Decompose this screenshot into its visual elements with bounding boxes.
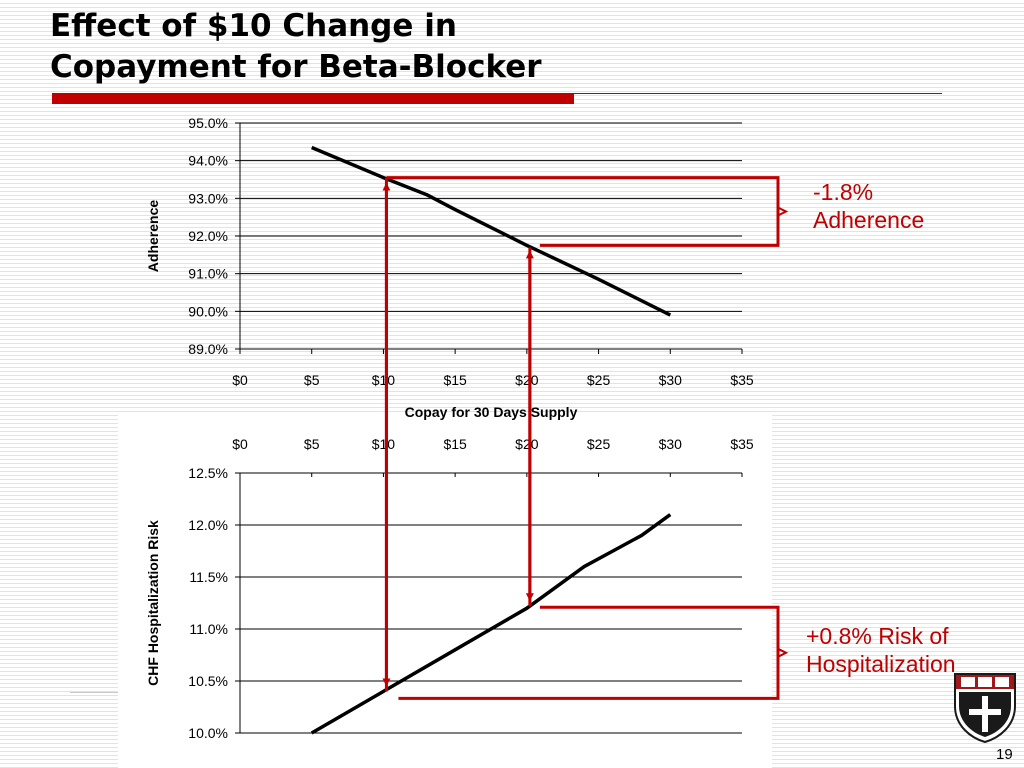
- adherence-y-tick-label: 90.0%: [188, 303, 228, 319]
- slide-title: Effect of $10 Change in Copayment for Be…: [50, 6, 542, 88]
- adherence-y-tick-label: 91.0%: [188, 266, 228, 282]
- slide-title-line-2: Copayment for Beta-Blocker: [50, 49, 542, 85]
- harvard-shield-icon: [954, 673, 1016, 744]
- risk-y-tick-label: 11.5%: [189, 569, 228, 585]
- adherence-x-tick-label: $5: [304, 372, 320, 388]
- adherence-x-tick-label: $20: [515, 372, 539, 388]
- adherence-x-tick-label: $35: [730, 372, 754, 388]
- adherence-y-tick-label: 94.0%: [188, 153, 228, 169]
- adherence-y-tick-label: 93.0%: [188, 190, 228, 206]
- adherence-change-value: -1.8%: [813, 179, 874, 205]
- risk-series-line: [310, 513, 672, 735]
- slide-number: 19: [996, 746, 1013, 763]
- adherence-change-annotation: -1.8% Adherence: [813, 178, 924, 234]
- risk-change-bracket: [398, 605, 780, 700]
- risk-y-tick-label: 10.0%: [188, 725, 228, 741]
- adherence-bracket-tip: [777, 206, 789, 217]
- risk-y-tick-label: 11.0%: [189, 621, 228, 637]
- risk-x-tick-label: $20: [515, 436, 539, 452]
- risk-x-tick-label: $0: [232, 436, 248, 452]
- title-underline-bar: [52, 93, 574, 104]
- risk-x-tick-label: $10: [372, 436, 396, 452]
- risk-x-tick-label: $5: [304, 436, 320, 452]
- risk-bracket-tip: [777, 647, 789, 658]
- risk-x-tick-label: $25: [587, 436, 611, 452]
- adherence-change-label: Adherence: [813, 207, 925, 233]
- adherence-x-tick-label: $25: [587, 372, 611, 388]
- risk-x-tick-label: $15: [443, 436, 467, 452]
- adherence-series-line: [311, 145, 672, 317]
- risk-change-label: Hospitalization: [806, 651, 956, 677]
- risk-change-annotation: +0.8% Risk of Hospitalization: [806, 622, 956, 678]
- risk-x-tick-label: $35: [730, 436, 754, 452]
- chart-background-panel: [118, 413, 772, 768]
- adherence-x-tick-label: $10: [372, 372, 396, 388]
- adherence-x-tick-label: $30: [659, 372, 683, 388]
- adherence-y-tick-label: 92.0%: [188, 228, 228, 244]
- adherence-y-tick-label: 95.0%: [188, 115, 228, 131]
- adherence-x-axis-title: Copay for 30 Days Supply: [405, 404, 578, 420]
- risk-y-tick-label: 12.5%: [188, 465, 228, 481]
- risk-y-tick-label: 12.0%: [188, 517, 228, 533]
- title-rule-line: [574, 93, 942, 94]
- adherence-x-tick-label: $15: [443, 372, 467, 388]
- risk-x-tick-label: $30: [659, 436, 683, 452]
- slide-title-line-1: Effect of $10 Change in: [50, 8, 457, 44]
- risk-y-axis-title: CHF Hospitalization Risk: [145, 520, 161, 686]
- adherence-y-axis-title: Adherence: [145, 200, 161, 273]
- adherence-y-tick-label: 89.0%: [188, 341, 228, 357]
- risk-change-value: +0.8% Risk of: [806, 623, 949, 649]
- decorative-rule: [70, 692, 118, 693]
- adherence-x-tick-label: $0: [232, 372, 248, 388]
- adherence-change-bracket: [386, 176, 780, 247]
- risk-y-tick-label: 10.5%: [188, 673, 228, 689]
